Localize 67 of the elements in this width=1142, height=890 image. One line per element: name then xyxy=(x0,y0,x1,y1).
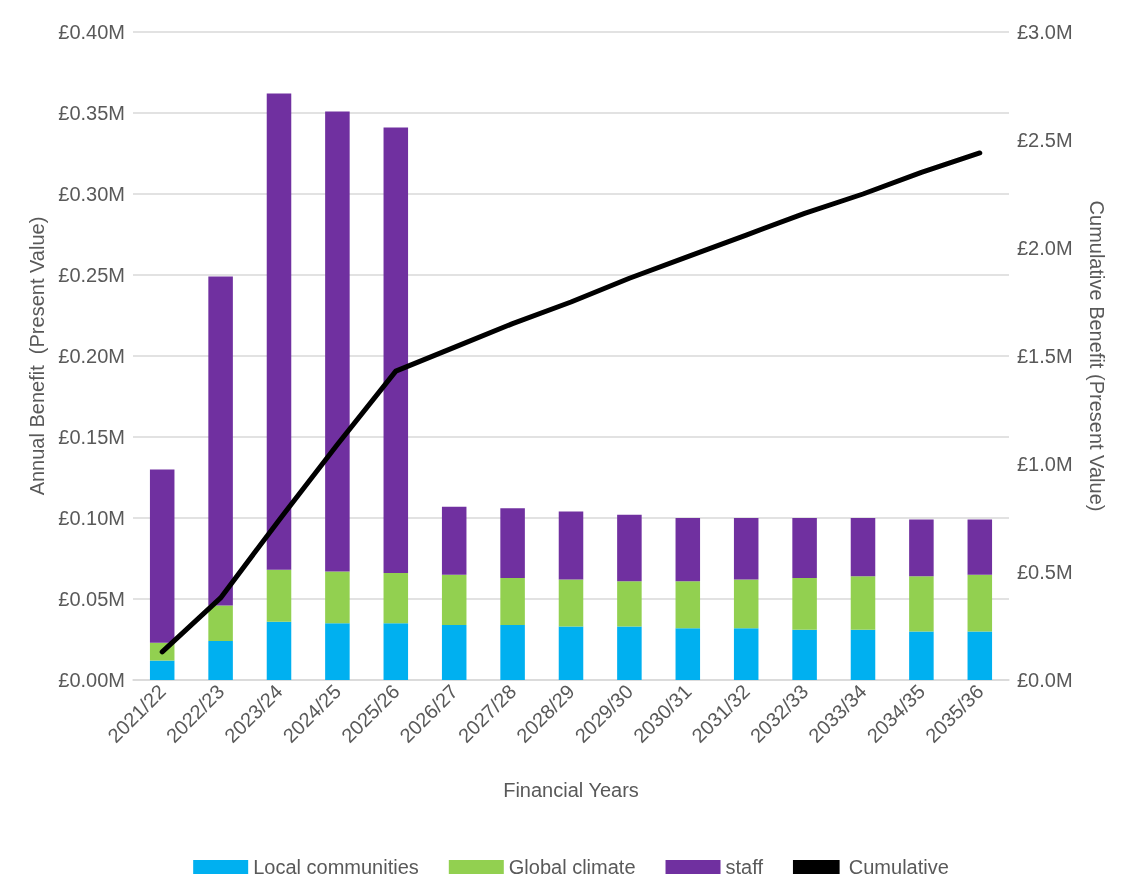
y-tick-label: £0.10M xyxy=(58,507,125,529)
bar xyxy=(733,579,759,629)
bar xyxy=(325,111,350,572)
bar xyxy=(617,581,642,627)
y-tick-label: £0.40M xyxy=(58,21,125,43)
bar xyxy=(208,276,233,606)
bar xyxy=(733,628,759,680)
bar xyxy=(558,511,584,580)
y2-tick-label: £0.5M xyxy=(1017,561,1073,583)
bar xyxy=(850,576,876,630)
bar xyxy=(558,579,584,627)
y-tick-label: £0.30M xyxy=(58,183,125,205)
bar xyxy=(500,624,525,680)
legend-label: Global climate xyxy=(508,856,636,878)
bar xyxy=(617,514,642,582)
y-tick-label: £0.25M xyxy=(58,264,125,286)
bar xyxy=(266,93,292,570)
bar xyxy=(558,626,584,680)
bar xyxy=(617,626,642,680)
y2-tick-label: £0.0M xyxy=(1017,669,1073,691)
y-tick-label: £0.05M xyxy=(58,588,125,610)
bar xyxy=(266,621,292,680)
bar xyxy=(208,641,233,680)
legend-label: staff xyxy=(725,856,764,878)
bar xyxy=(500,508,525,578)
bar xyxy=(792,629,817,680)
bar xyxy=(792,518,817,578)
bar xyxy=(441,574,467,625)
y2-tick-label: £3.0M xyxy=(1017,21,1073,43)
y-tick-label: £0.15M xyxy=(58,426,125,448)
y-axis-title: Annual Benefit (Present Value) xyxy=(26,216,49,496)
legend-label: Local communities xyxy=(253,856,419,878)
bar xyxy=(967,631,993,680)
y2-tick-label: £1.0M xyxy=(1017,453,1073,475)
bar xyxy=(266,569,292,622)
bar xyxy=(909,576,934,632)
bar xyxy=(149,469,175,643)
bar xyxy=(967,574,993,632)
y2-axis-title: Cumulative Benefit (Present Value) xyxy=(1086,200,1108,512)
bar xyxy=(733,518,759,580)
bar xyxy=(383,127,409,574)
y2-tick-label: £2.0M xyxy=(1017,237,1073,259)
bar xyxy=(909,519,934,577)
y2-tick-label: £1.5M xyxy=(1017,345,1073,367)
bar xyxy=(675,581,701,629)
y-tick-label: £0.35M xyxy=(58,102,125,124)
x-axis-title: Financial Years xyxy=(503,779,639,801)
bar xyxy=(441,506,467,575)
legend-label: Cumulative xyxy=(848,856,949,878)
bar xyxy=(208,605,233,642)
bar xyxy=(967,519,993,575)
bar xyxy=(500,577,525,625)
bar xyxy=(850,518,876,577)
bar xyxy=(325,623,350,680)
bar xyxy=(441,624,467,680)
y-tick-label: £0.20M xyxy=(58,345,125,367)
bar xyxy=(675,628,701,680)
bar xyxy=(149,660,175,680)
bar xyxy=(325,571,350,624)
y-tick-label: £0.00M xyxy=(58,669,125,691)
bar xyxy=(909,631,934,680)
bar xyxy=(675,518,701,582)
bar xyxy=(383,573,409,624)
y2-tick-label: £2.5M xyxy=(1017,129,1073,151)
bar xyxy=(850,629,876,680)
bar xyxy=(792,577,817,630)
bar xyxy=(383,623,409,680)
